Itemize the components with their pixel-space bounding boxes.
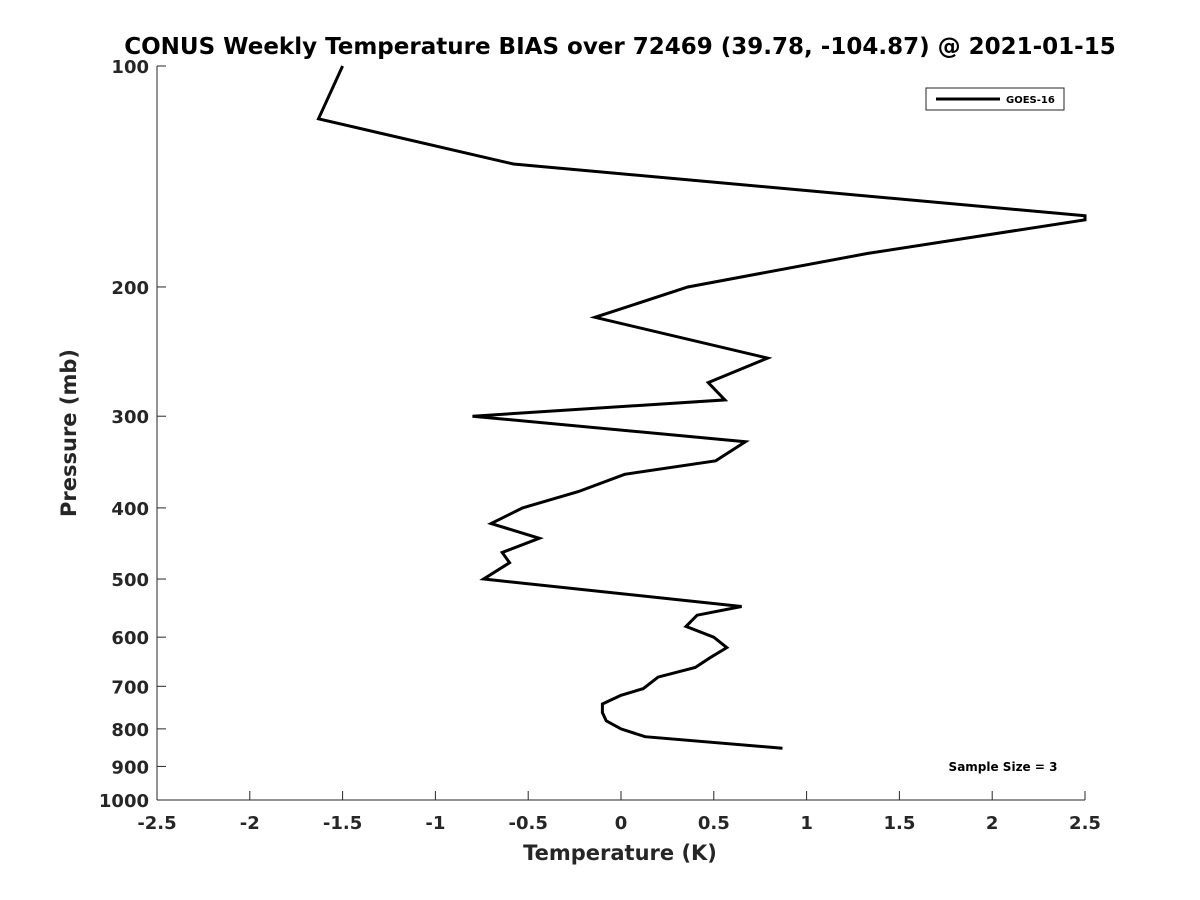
y-tick-label: 700: [111, 677, 149, 698]
y-tick-label: 1000: [99, 791, 149, 812]
y-tick-label: 600: [111, 628, 149, 649]
y-axis-label: Pressure (mb): [57, 349, 81, 517]
x-tick-label: 2: [986, 813, 999, 834]
y-tick-label: 200: [111, 278, 149, 299]
x-tick-label: -1: [425, 813, 445, 834]
y-axis-ticks: 100 200 300 400 500 600 700 800 900 1000: [99, 57, 166, 812]
y-tick-label: 500: [111, 570, 149, 591]
x-tick-label: -2: [240, 813, 260, 834]
y-tick-label: 800: [111, 720, 149, 741]
y-tick-label: 300: [111, 407, 149, 428]
x-tick-label: 2.5: [1069, 813, 1101, 834]
x-tick-label: -2.5: [137, 813, 176, 834]
x-tick-label: -1.5: [323, 813, 362, 834]
x-axis-ticks: -2.5 -2 -1.5 -1 -0.5 0 0.5 1 1.5 2 2.5: [137, 791, 1101, 834]
plot-area: [156, 65, 1087, 801]
legend-label: GOES-16: [1006, 95, 1055, 106]
series-line-goes-16: [316, 65, 1087, 750]
x-tick-label: 0: [615, 813, 628, 834]
x-tick-label: 1: [800, 813, 813, 834]
sample-size-annotation: Sample Size = 3: [949, 760, 1058, 774]
y-tick-label: 900: [111, 757, 149, 778]
legend: GOES-16: [925, 87, 1065, 111]
chart-title: CONUS Weekly Temperature BIAS over 72469…: [124, 34, 1115, 60]
x-tick-label: 0.5: [698, 813, 730, 834]
x-tick-label: 1.5: [883, 813, 915, 834]
y-tick-label: 400: [111, 499, 149, 520]
y-tick-label: 100: [111, 57, 149, 78]
x-axis-label: Temperature (K): [523, 841, 717, 865]
x-tick-label: -0.5: [509, 813, 548, 834]
